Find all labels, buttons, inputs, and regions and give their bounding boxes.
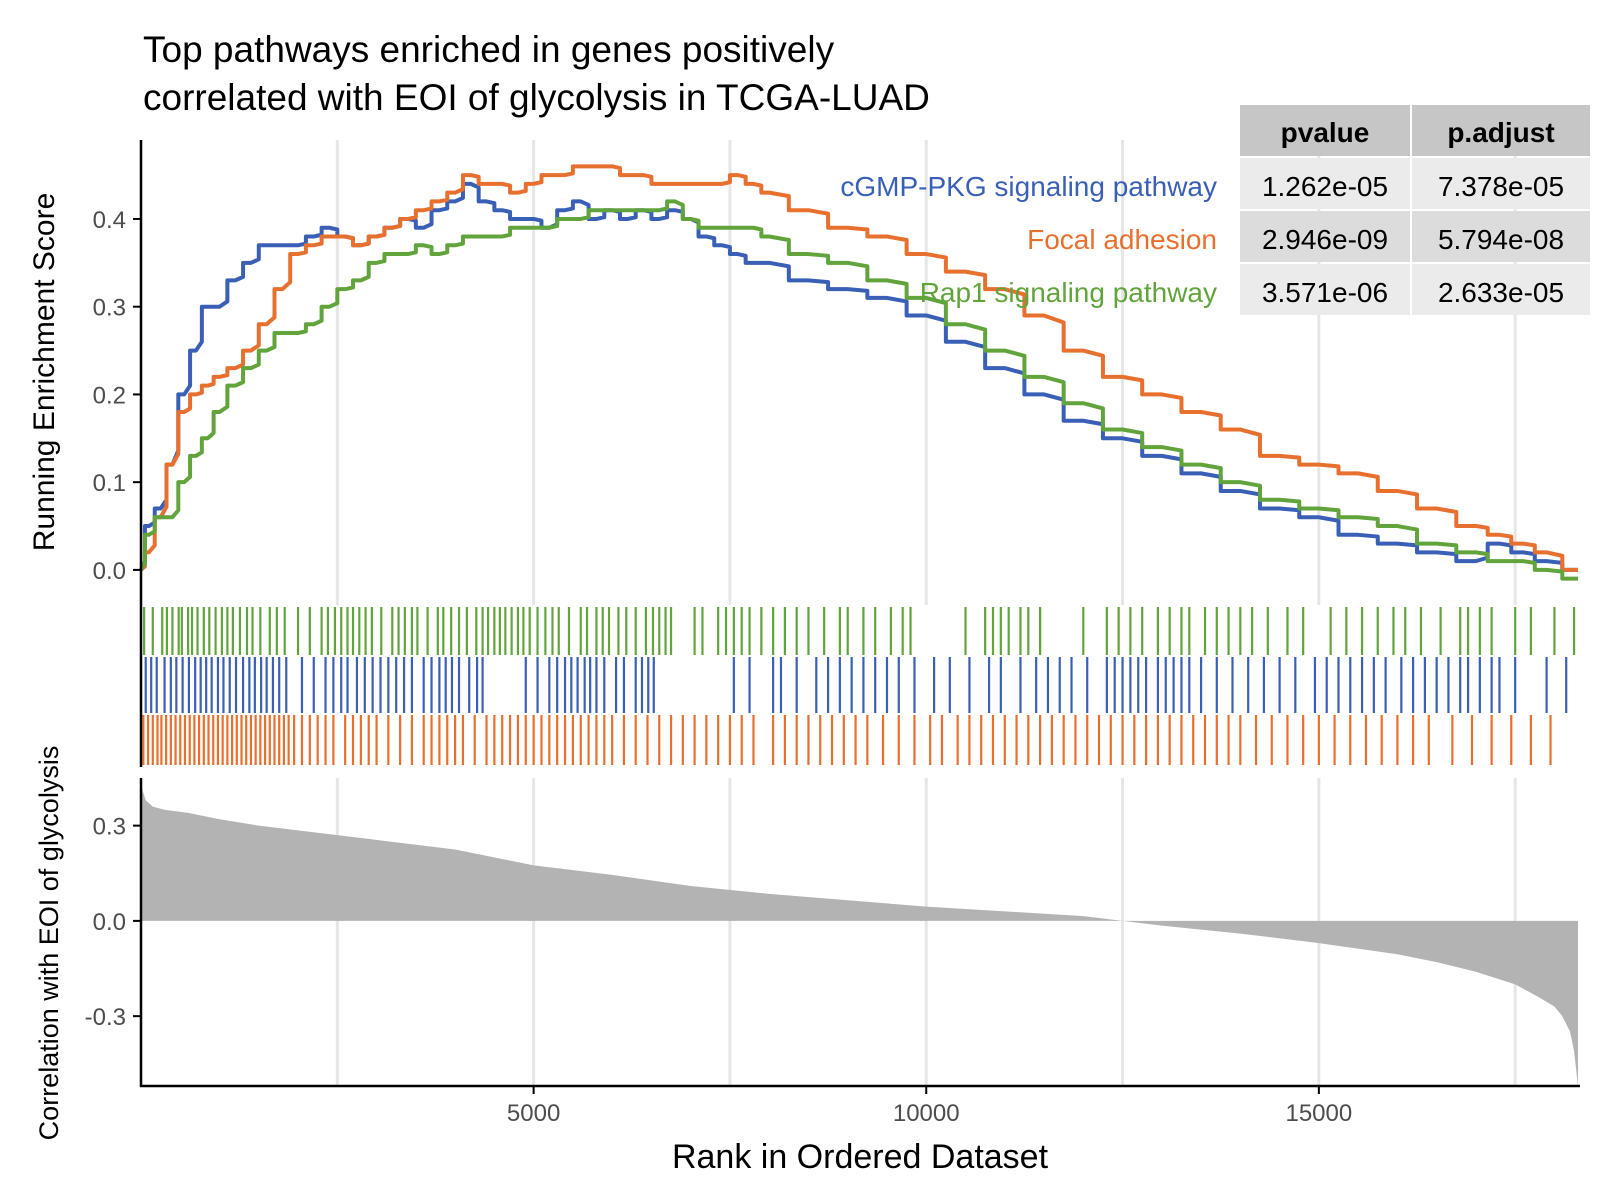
table-row-3-padjust-bg	[1412, 264, 1590, 315]
es-line-focal-adhesion	[139, 164, 1578, 572]
es-y-tick-label: 0.0	[93, 558, 126, 585]
chart-title-line-2: correlated with EOI of glycolysis in TCG…	[143, 77, 930, 118]
rl-y-tick-label: 0.3	[93, 814, 126, 841]
table-row-1-pvalue-bg	[1240, 158, 1410, 209]
table-row-1-padjust-bg	[1412, 158, 1590, 209]
rl-y-ticks: -0.3 0.0 0.3	[85, 814, 141, 1031]
table-header-padjust: p.adjust	[1447, 117, 1554, 148]
stats-table: pvalue p.adjust cGMP-PKG signaling pathw…	[840, 105, 1590, 315]
table-row-2-pvalue-bg	[1240, 211, 1410, 262]
es-y-ticks: 0.0 0.1 0.2 0.3 0.4	[93, 207, 141, 585]
table-row-3-padjust: 2.633e-05	[1438, 277, 1564, 308]
table-row-2-pvalue: 2.946e-09	[1262, 224, 1388, 255]
rl-y-axis-label: Correlation with EOI of glycolysis	[34, 746, 64, 1141]
chart-title-line-1: Top pathways enriched in genes positivel…	[143, 29, 835, 70]
pathway-label-focal: Focal adhesion	[1027, 224, 1217, 255]
rl-x-ticks: 5000 10000 15000	[507, 1086, 1352, 1127]
enrichment-panel: 0.0 0.1 0.2 0.3 0.4 Running Enrichment Score	[28, 140, 1578, 605]
x-tick-label: 5000	[507, 1100, 560, 1127]
hits-panel	[139, 605, 1576, 767]
es-y-tick-label: 0.4	[93, 207, 126, 234]
ranked-panel: -0.3 0.0 0.3 5000 10000 15000 Correlation wi…	[34, 746, 1580, 1176]
pathway-label-cgmp: cGMP-PKG signaling pathway	[840, 171, 1217, 202]
rl-y-tick-label: -0.3	[85, 1004, 126, 1031]
x-tick-label: 10000	[893, 1100, 960, 1127]
table-row-3-pvalue: 3.571e-06	[1262, 277, 1388, 308]
gene-hit-rug	[142, 607, 1576, 765]
table-row-1-padjust: 7.378e-05	[1438, 171, 1564, 202]
pathway-label-rap1: Rap1 signaling pathway	[920, 277, 1217, 308]
table-header-pvalue: pvalue	[1281, 117, 1370, 148]
ranked-correlation-area	[141, 781, 1578, 1086]
es-y-tick-label: 0.3	[93, 295, 126, 322]
table-header-pvalue-bg	[1240, 105, 1410, 156]
rl-y-tick-label: 0.0	[93, 909, 126, 936]
es-lines	[139, 164, 1578, 581]
x-axis-label: Rank in Ordered Dataset	[672, 1138, 1049, 1176]
table-header-padjust-bg	[1412, 105, 1590, 156]
es-y-tick-label: 0.1	[93, 470, 126, 497]
table-row-1-pvalue: 1.262e-05	[1262, 171, 1388, 202]
es-y-axis-label: Running Enrichment Score	[28, 193, 61, 552]
table-row-2-padjust: 5.794e-08	[1438, 224, 1564, 255]
es-y-tick-label: 0.2	[93, 382, 126, 409]
table-row-2-padjust-bg	[1412, 211, 1590, 262]
es-line-rap1-signaling-pathway	[139, 199, 1578, 581]
rl-gridlines	[335, 778, 1517, 1086]
es-line-cgmp-pkg-signaling-pathway	[139, 181, 1578, 572]
table-row-3-pvalue-bg	[1240, 264, 1410, 315]
x-tick-label: 15000	[1285, 1100, 1352, 1127]
